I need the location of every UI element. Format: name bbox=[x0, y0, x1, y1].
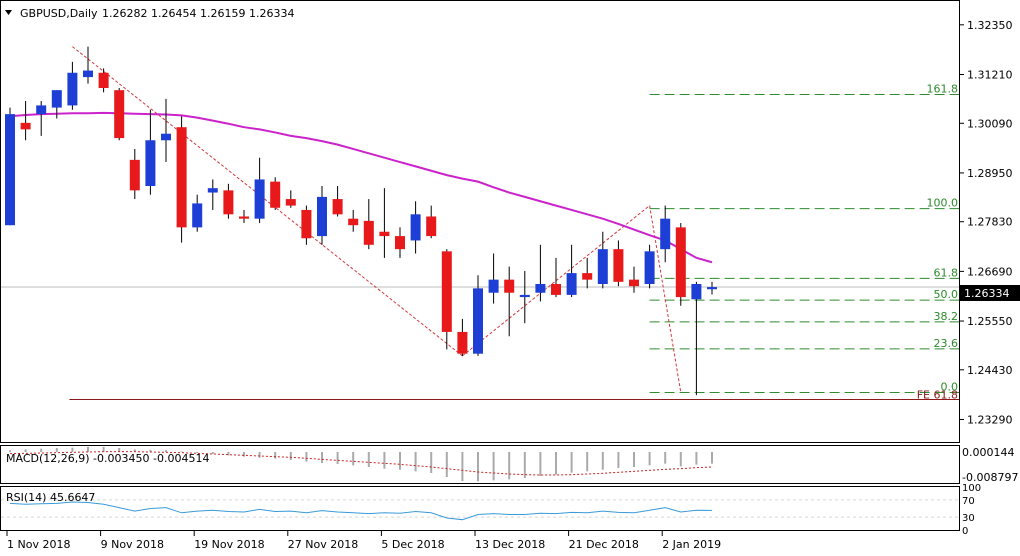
fib-level-label: 161.8 bbox=[927, 83, 959, 96]
y-tick-label: 1.32350 bbox=[967, 19, 1013, 32]
bearish-candle bbox=[613, 249, 624, 282]
macd-label: MACD(12,26,9) -0.003450 -0.004514 bbox=[6, 452, 209, 465]
bullish-candle bbox=[254, 179, 265, 219]
bullish-candle bbox=[51, 90, 62, 108]
bullish-candle bbox=[161, 133, 171, 141]
bullish-candle bbox=[207, 188, 218, 193]
macd-y-tick-label: -0.008797 bbox=[962, 471, 1018, 484]
bearish-candle bbox=[551, 284, 561, 295]
bearish-candle bbox=[114, 90, 125, 139]
bearish-candle bbox=[629, 279, 639, 287]
macd-plot-area bbox=[9, 447, 713, 482]
fib-level-label: 38.2 bbox=[934, 310, 959, 323]
bearish-candle bbox=[223, 190, 234, 215]
bullish-candle bbox=[83, 70, 93, 78]
fib-level-label: 61.8 bbox=[934, 266, 959, 279]
y-tick-label: 1.23290 bbox=[967, 413, 1013, 426]
bearish-candle bbox=[176, 127, 187, 228]
bullish-candle bbox=[519, 294, 530, 298]
bearish-candle bbox=[426, 216, 437, 237]
macd-signal-line bbox=[9, 451, 713, 476]
ohlc-readout: 1.26282 1.26454 1.26159 1.26334 bbox=[102, 7, 294, 20]
bearish-candle bbox=[441, 251, 452, 332]
current-price-label: 1.26334 bbox=[964, 287, 1010, 300]
rsi-y-tick-label: 0 bbox=[962, 526, 968, 537]
fe-level-label: FE 61.8 bbox=[917, 388, 958, 401]
bearish-candle bbox=[332, 199, 343, 215]
bullish-candle bbox=[317, 196, 327, 237]
bearish-candle bbox=[285, 199, 296, 206]
bearish-candle bbox=[582, 273, 593, 280]
bullish-candle bbox=[5, 114, 15, 226]
bullish-candle bbox=[691, 284, 702, 300]
bullish-candle bbox=[145, 140, 156, 186]
x-tick-label: 19 Nov 2018 bbox=[194, 538, 264, 551]
x-tick-label: 21 Dec 2018 bbox=[569, 538, 639, 551]
bearish-candle bbox=[239, 216, 249, 219]
bearish-candle bbox=[301, 209, 312, 239]
bearish-candle bbox=[20, 122, 31, 130]
x-tick-label: 2 Jan 2019 bbox=[662, 538, 721, 551]
rsi-label: RSI(14) 45.6647 bbox=[6, 491, 95, 504]
trend-line bbox=[72, 46, 463, 357]
collapse-triangle-icon[interactable] bbox=[5, 10, 12, 15]
rsi-y-tick-label: 30 bbox=[962, 513, 975, 524]
bullish-candle bbox=[597, 249, 608, 285]
bearish-candle bbox=[363, 220, 374, 245]
moving-average-line bbox=[9, 111, 713, 264]
current-price-label-bg bbox=[960, 285, 1020, 301]
rsi-plot-area bbox=[1, 499, 959, 521]
rsi-y-tick-label: 100 bbox=[962, 483, 981, 494]
y-tick-label: 1.28950 bbox=[967, 167, 1013, 180]
price-plot-area: 161.8 100.0 61.8 50.0 38.2 23.6 0.0FE 61.8 bbox=[1, 46, 959, 401]
y-tick-label: 1.24430 bbox=[967, 364, 1013, 377]
y-tick-label: 1.31210 bbox=[967, 68, 1013, 81]
rsi-line bbox=[9, 501, 713, 521]
bullish-candle bbox=[566, 273, 577, 295]
x-tick-label: 13 Dec 2018 bbox=[475, 538, 545, 551]
bearish-candle bbox=[270, 181, 281, 208]
y-tick-label: 1.25550 bbox=[967, 315, 1013, 328]
fib-level-label: 50.0 bbox=[934, 288, 959, 301]
y-tick-label: 1.30090 bbox=[967, 117, 1013, 130]
macd-y-tick-label: 0.000144 bbox=[962, 446, 1015, 459]
bullish-candle bbox=[410, 214, 421, 241]
y-tick-label: 1.26690 bbox=[967, 265, 1013, 278]
main-panel-frame bbox=[0, 0, 960, 443]
x-tick-label: 1 Nov 2018 bbox=[7, 538, 70, 551]
bullish-candle bbox=[707, 287, 717, 290]
bullish-candle bbox=[36, 105, 47, 115]
x-tick-label: 5 Dec 2018 bbox=[381, 538, 444, 551]
bullish-candle bbox=[660, 218, 671, 250]
bullish-candle bbox=[192, 203, 203, 228]
fib-level-label: 100.0 bbox=[927, 197, 959, 210]
bearish-candle bbox=[348, 218, 359, 226]
bullish-candle bbox=[67, 72, 78, 106]
symbol-timeframe-label: GBPUSD,Daily bbox=[20, 7, 98, 20]
y-tick-label: 1.27830 bbox=[967, 216, 1013, 229]
x-tick-label: 9 Nov 2018 bbox=[101, 538, 164, 551]
axes: 1.32350 1.31210 1.30090 1.28950 1.27830 1.266… bbox=[6, 19, 1018, 551]
bearish-candle bbox=[675, 227, 686, 298]
bullish-candle bbox=[644, 251, 655, 285]
fib-level-label: 23.6 bbox=[934, 337, 959, 350]
bearish-candle bbox=[504, 279, 515, 293]
rsi-panel-frame bbox=[0, 486, 960, 531]
x-tick-label: 27 Nov 2018 bbox=[288, 538, 358, 551]
bearish-candle bbox=[98, 72, 109, 88]
bullish-candle bbox=[535, 284, 546, 293]
bearish-candle bbox=[457, 331, 468, 354]
bullish-candle bbox=[473, 288, 483, 354]
bullish-candle bbox=[488, 279, 499, 293]
rsi-y-tick-label: 70 bbox=[962, 496, 975, 507]
bearish-candle bbox=[129, 159, 140, 191]
bearish-candle bbox=[395, 236, 405, 250]
fib-level-label: 0.0 bbox=[941, 380, 959, 393]
bearish-candle bbox=[379, 231, 390, 237]
macd-panel-frame bbox=[0, 445, 960, 484]
